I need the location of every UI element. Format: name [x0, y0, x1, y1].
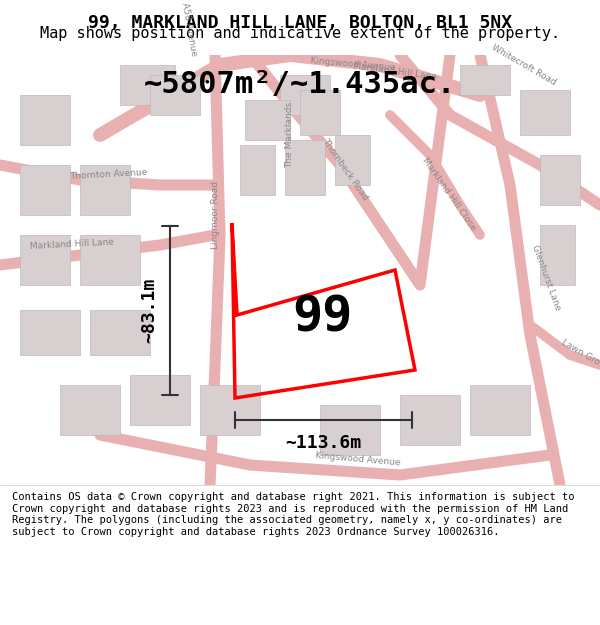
Polygon shape: [400, 395, 460, 445]
Text: Lingmoor Road: Lingmoor Road: [211, 181, 220, 249]
Polygon shape: [240, 145, 275, 195]
Polygon shape: [80, 235, 140, 285]
Text: ~5807m²/~1.435ac.: ~5807m²/~1.435ac.: [144, 71, 456, 99]
Text: 99, MARKLAND HILL LANE, BOLTON, BL1 5NX: 99, MARKLAND HILL LANE, BOLTON, BL1 5NX: [88, 14, 512, 32]
Polygon shape: [540, 225, 575, 285]
Text: Map shows position and indicative extent of the property.: Map shows position and indicative extent…: [40, 26, 560, 41]
Text: Glenhurst Lane: Glenhurst Lane: [530, 244, 562, 312]
Polygon shape: [285, 140, 325, 195]
Text: Kingswood Avenue: Kingswood Avenue: [310, 56, 396, 72]
Polygon shape: [200, 385, 260, 435]
Polygon shape: [20, 310, 80, 355]
Polygon shape: [245, 100, 290, 140]
Text: Lawn Grove: Lawn Grove: [560, 338, 600, 372]
Polygon shape: [90, 310, 150, 355]
Polygon shape: [460, 65, 510, 95]
Polygon shape: [470, 385, 530, 435]
Polygon shape: [540, 155, 580, 205]
Text: Thornbeck Road: Thornbeck Road: [320, 137, 370, 202]
Text: Thornton Avenue: Thornton Avenue: [70, 168, 148, 181]
Text: Contains OS data © Crown copyright and database right 2021. This information is : Contains OS data © Crown copyright and d…: [12, 492, 575, 537]
Polygon shape: [20, 95, 70, 145]
Polygon shape: [60, 385, 120, 435]
Text: Markland Hill Lane: Markland Hill Lane: [353, 61, 437, 82]
Text: ~83.1m: ~83.1m: [140, 278, 158, 343]
Polygon shape: [20, 235, 70, 285]
Polygon shape: [150, 75, 200, 115]
Text: Kingswood Avenue: Kingswood Avenue: [315, 451, 401, 467]
Text: The Marklands: The Marklands: [286, 102, 295, 168]
Text: Markland Hill Close: Markland Hill Close: [420, 156, 477, 232]
Polygon shape: [130, 375, 190, 425]
Polygon shape: [520, 90, 570, 135]
Polygon shape: [320, 405, 380, 455]
Polygon shape: [80, 165, 130, 215]
Text: ~113.6m: ~113.6m: [286, 434, 362, 452]
Text: 99: 99: [292, 293, 352, 341]
Text: Markland Hill Lane: Markland Hill Lane: [30, 238, 115, 251]
Polygon shape: [280, 75, 330, 115]
Polygon shape: [300, 90, 340, 135]
Polygon shape: [120, 65, 175, 105]
Polygon shape: [20, 165, 70, 215]
Text: A58 Avenue: A58 Avenue: [180, 2, 198, 57]
Polygon shape: [335, 135, 370, 185]
Text: Whitecroft Road: Whitecroft Road: [490, 43, 557, 87]
